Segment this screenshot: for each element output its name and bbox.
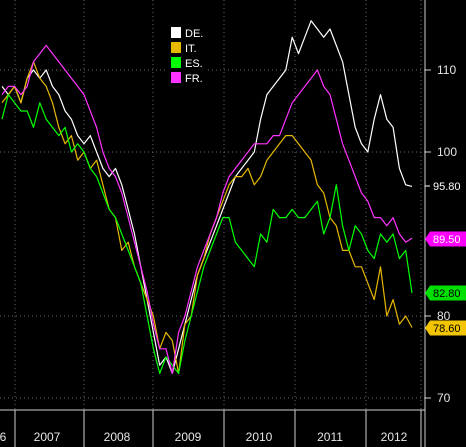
x-tick-label: 2012 — [381, 430, 408, 444]
series-line-it — [1, 61, 413, 374]
x-tick-label: 2009 — [175, 430, 202, 444]
end-value-text: 89.50 — [433, 234, 461, 246]
legend-label: DE. — [185, 28, 203, 40]
x-tick-label: 2007 — [34, 430, 61, 444]
x-tick-label: 2011 — [317, 430, 343, 444]
end-value-label: 89.50 — [425, 231, 466, 247]
end-value-label: 95.80 — [425, 181, 461, 193]
y-tick-label: 70 — [437, 391, 451, 405]
legend-swatch — [171, 42, 181, 53]
series-lines — [1, 20, 413, 374]
legend: DE. IT. ES. FR. — [167, 24, 207, 88]
end-value-label: 82.80 — [425, 285, 466, 301]
series-line-de — [1, 20, 413, 374]
end-value-text: 78.60 — [433, 323, 461, 335]
legend-swatch — [171, 27, 181, 38]
x-tick-label: 2010 — [246, 430, 273, 444]
y-tick-label: 100 — [437, 145, 457, 159]
legend-swatch — [171, 57, 181, 68]
x-tick-label: 2008 — [104, 430, 131, 444]
end-value-text: 82.80 — [433, 288, 461, 300]
legend-label: IT. — [185, 43, 197, 55]
y-tick-label: 110 — [437, 63, 456, 77]
legend-label: ES. — [185, 58, 203, 70]
legend-swatch — [171, 72, 181, 83]
x-axis: 6 2007 2008 2009 2010 2011 2012 — [0, 409, 425, 447]
end-value-text: 95.80 — [433, 181, 461, 193]
legend-label: FR. — [185, 73, 203, 85]
end-labels: 95.80 78.60 82.80 89.50 — [425, 181, 466, 336]
y-axis: 70 80 100 110 — [424, 0, 457, 447]
y-tick-label: 80 — [437, 309, 451, 323]
series-line-es — [1, 93, 413, 374]
end-value-label: 78.60 — [425, 320, 466, 336]
x-tick-label: 6 — [0, 430, 7, 444]
series-line-fr — [1, 44, 413, 374]
